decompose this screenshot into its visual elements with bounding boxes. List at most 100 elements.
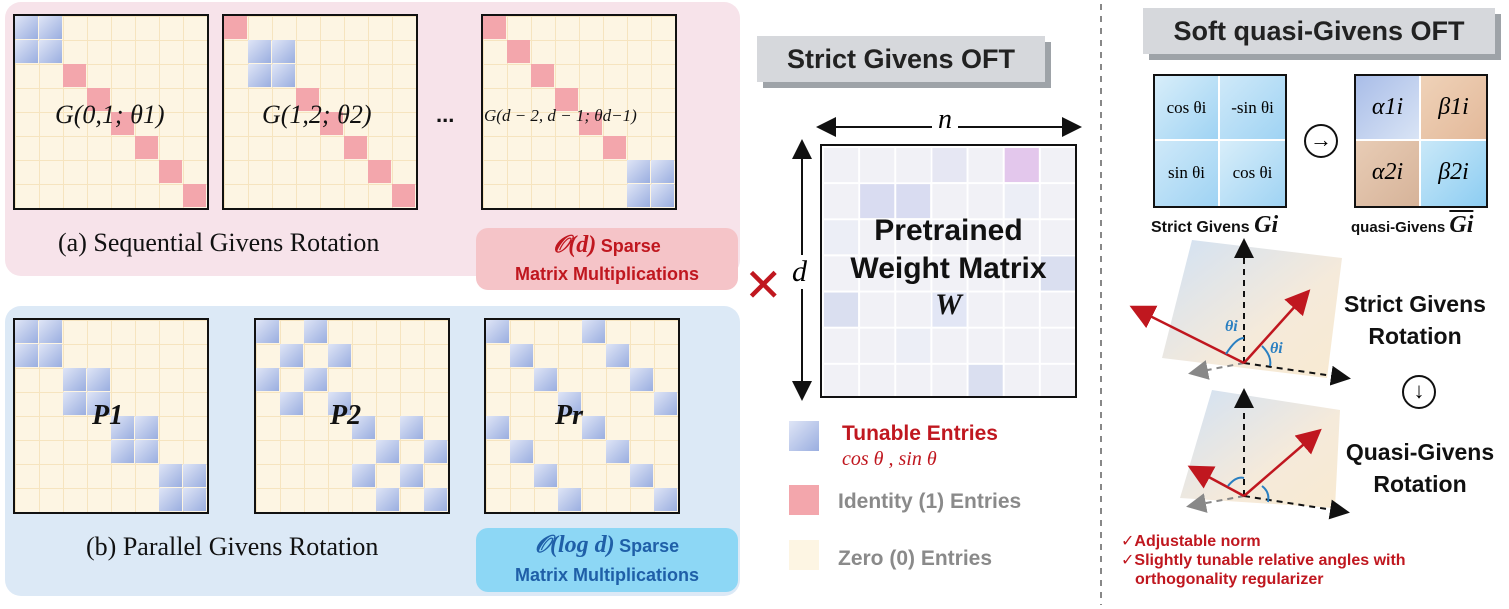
tunable-cell (280, 392, 303, 415)
note-relative-angles: ✓Slightly tunable relative angles with (1121, 552, 1406, 569)
tunable-cell (256, 368, 279, 391)
strict-rotation-label: Strict Givens Rotation (1330, 288, 1500, 352)
sequential-badge-line1: Sparse (600, 236, 661, 256)
tunable-cell (582, 416, 605, 439)
tunable-cell (111, 416, 134, 439)
tunable-cell (135, 416, 158, 439)
quasi-cell-4: β2i (1421, 141, 1486, 206)
quasi-cell-1: α1i (1356, 76, 1421, 141)
tunable-cell (328, 392, 351, 415)
strict-rotation-line1: Strict Givens (1344, 291, 1486, 317)
tunable-cell (15, 320, 38, 343)
weight-label-line2: Weight Matrix (850, 252, 1047, 285)
parallel-matrix-1-label: P1 (92, 400, 124, 431)
tunable-cell (328, 344, 351, 367)
tunable-cell (376, 440, 399, 463)
weight-label-line1: Pretrained (874, 214, 1023, 247)
tunable-cell (87, 368, 110, 391)
quasi-cell-2: β1i (1421, 76, 1486, 141)
strict-givens-symbol: Gi (1254, 212, 1279, 238)
tunable-cell (510, 440, 533, 463)
tunable-cell (87, 392, 110, 415)
tunable-cell (654, 392, 677, 415)
legend-tunable-label: Tunable Entries (842, 422, 998, 445)
tunable-cell (627, 160, 650, 183)
tunable-cell (256, 320, 279, 343)
identity-cell (87, 88, 110, 111)
quasi-rotation-line1: Quasi-Givens (1345, 439, 1495, 465)
quasi-givens-block: α1i β1i α2i β2i (1354, 74, 1488, 208)
sequential-caption: (a) Sequential Givens Rotation (58, 228, 380, 257)
tunable-cell (159, 464, 182, 487)
arrow-down-icon: ↓ (1402, 375, 1436, 409)
legend-tunable-swatch (789, 421, 819, 451)
tunable-cell (304, 320, 327, 343)
quasi-givens-symbol: Gi (1449, 212, 1474, 238)
tunable-cell (376, 488, 399, 511)
theta-label-1: θi (1225, 318, 1238, 335)
parallel-caption: (b) Parallel Givens Rotation (86, 532, 379, 561)
identity-cell (507, 40, 530, 63)
theta-label-2: θi (1270, 340, 1283, 357)
givens-matrix-last (481, 14, 677, 210)
strict-givens-caption: Strict Givens Gi (1151, 212, 1279, 238)
tunable-cell (654, 488, 677, 511)
tunable-cell (15, 16, 38, 39)
parallel-badge-line1: Sparse (619, 536, 680, 556)
legend-identity-swatch (789, 485, 819, 515)
tunable-cell (651, 160, 674, 183)
tunable-cell (352, 464, 375, 487)
tunable-cell (248, 40, 271, 63)
tunable-cell (272, 64, 295, 87)
note-adjustable-norm: ✓Adjustable norm (1121, 533, 1261, 550)
tunable-cell (39, 320, 62, 343)
strict-rotation-diagram (1129, 238, 1351, 386)
tunable-cell (272, 40, 295, 63)
identity-cell (63, 64, 86, 87)
sequential-badge: 𝒪(d) Sparse Matrix Multiplications (476, 228, 738, 290)
tunable-cell (534, 464, 557, 487)
identity-cell (296, 88, 319, 111)
identity-cell (344, 136, 367, 159)
parallel-matrix-1 (13, 318, 209, 514)
tunable-cell (627, 184, 650, 207)
identity-cell (555, 88, 578, 111)
quasi-rotation-label: Quasi-Givens Rotation (1340, 436, 1500, 500)
parallel-badge: 𝒪(log d) Sparse Matrix Multiplications (476, 528, 738, 592)
tunable-cell (15, 344, 38, 367)
sequential-badge-math: 𝒪(d) (553, 232, 597, 258)
strict-rotation-line2: Rotation (1368, 323, 1462, 349)
tunable-cell (651, 184, 674, 207)
legend-zero-label: Zero (0) Entries (838, 547, 993, 570)
tunable-cell (39, 344, 62, 367)
identity-cell (224, 16, 247, 39)
legend-zero-swatch (789, 540, 819, 570)
ellipsis: ... (436, 102, 455, 127)
strict-cell-3: sin θi (1155, 141, 1220, 206)
tunable-cell (39, 40, 62, 63)
givens-matrix-2-label: G(1,2; θ2) (262, 100, 372, 129)
parallel-matrix-2 (254, 318, 450, 514)
parallel-badge-line2: Matrix Multiplications (514, 565, 700, 585)
parallel-matrix-r-label: Pr (555, 400, 583, 431)
identity-cell (159, 160, 182, 183)
arrow-right-icon: → (1304, 124, 1338, 158)
tunable-cell (304, 368, 327, 391)
tunable-cell (424, 440, 447, 463)
givens-matrix-1-label: G(0,1; θ1) (55, 100, 165, 129)
legend-identity-label: Identity (1) Entries (838, 490, 1022, 513)
legend-tunable-sub: cos θ , sin θ (842, 448, 937, 470)
times-symbol: ✕ (744, 259, 783, 311)
tunable-cell (534, 368, 557, 391)
strict-givens-block: cos θi -sin θi sin θi cos θi (1153, 74, 1287, 208)
tunable-cell (135, 440, 158, 463)
tunable-cell (352, 416, 375, 439)
identity-cell (483, 16, 506, 39)
givens-matrix-2 (222, 14, 418, 210)
tunable-cell (111, 440, 134, 463)
tunable-cell (558, 392, 581, 415)
weight-matrix-label: Pretrained Weight Matrix W (820, 212, 1077, 322)
tunable-cell (630, 368, 653, 391)
quasi-rotation-diagram (1180, 388, 1350, 520)
identity-cell (135, 136, 158, 159)
